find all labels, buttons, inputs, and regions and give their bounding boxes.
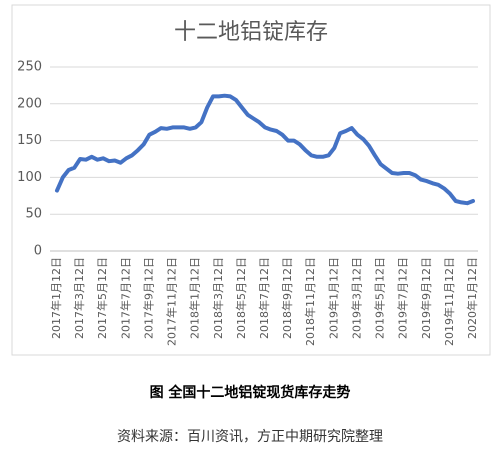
- x-tick-label: 2019年11月12日: [442, 257, 456, 346]
- y-tick-label: 100: [17, 170, 42, 185]
- data-line: [55, 93, 475, 206]
- x-tick-label: 2018年1月12日: [188, 257, 202, 339]
- x-tick-label: 2017年9月12日: [141, 257, 155, 339]
- y-tick-label: 0: [34, 244, 42, 259]
- y-tick-label: 150: [17, 133, 42, 148]
- caption: 图 全国十二地铝锭现货库存走势: [150, 384, 351, 401]
- x-tick-label: 2018年9月12日: [280, 257, 294, 339]
- x-tick-label: 2018年7月12日: [257, 257, 271, 339]
- y-tick-label: 200: [17, 96, 42, 111]
- x-tick-label: 2018年5月12日: [234, 257, 248, 339]
- x-tick-label: 2019年1月12日: [326, 257, 340, 339]
- x-tick-label: 2018年3月12日: [211, 257, 225, 339]
- x-tick-label: 2017年11月12日: [165, 257, 179, 346]
- x-tick-label: 2019年9月12日: [419, 257, 433, 339]
- x-tick-label: 2018年11月12日: [303, 257, 317, 346]
- x-tick-label: 2019年7月12日: [396, 257, 410, 339]
- x-tick-label: 2019年3月12日: [349, 257, 363, 339]
- x-tick-label: 2017年5月12日: [95, 257, 109, 339]
- x-tick-label: 2017年7月12日: [118, 257, 132, 339]
- x-tick-label: 2017年1月12日: [49, 257, 63, 339]
- source: 资料来源：百川资讯，方正中期研究院整理: [117, 429, 383, 445]
- y-tick-label: 50: [25, 207, 42, 222]
- chart-title: 十二地铝锭库存: [174, 20, 328, 45]
- x-tick-label: 2017年3月12日: [72, 257, 86, 339]
- x-tick-label: 2020年1月12日: [465, 257, 479, 339]
- chart-frame: [11, 4, 491, 356]
- y-tick-label: 250: [17, 60, 42, 75]
- x-tick-label: 2019年5月12日: [373, 257, 387, 339]
